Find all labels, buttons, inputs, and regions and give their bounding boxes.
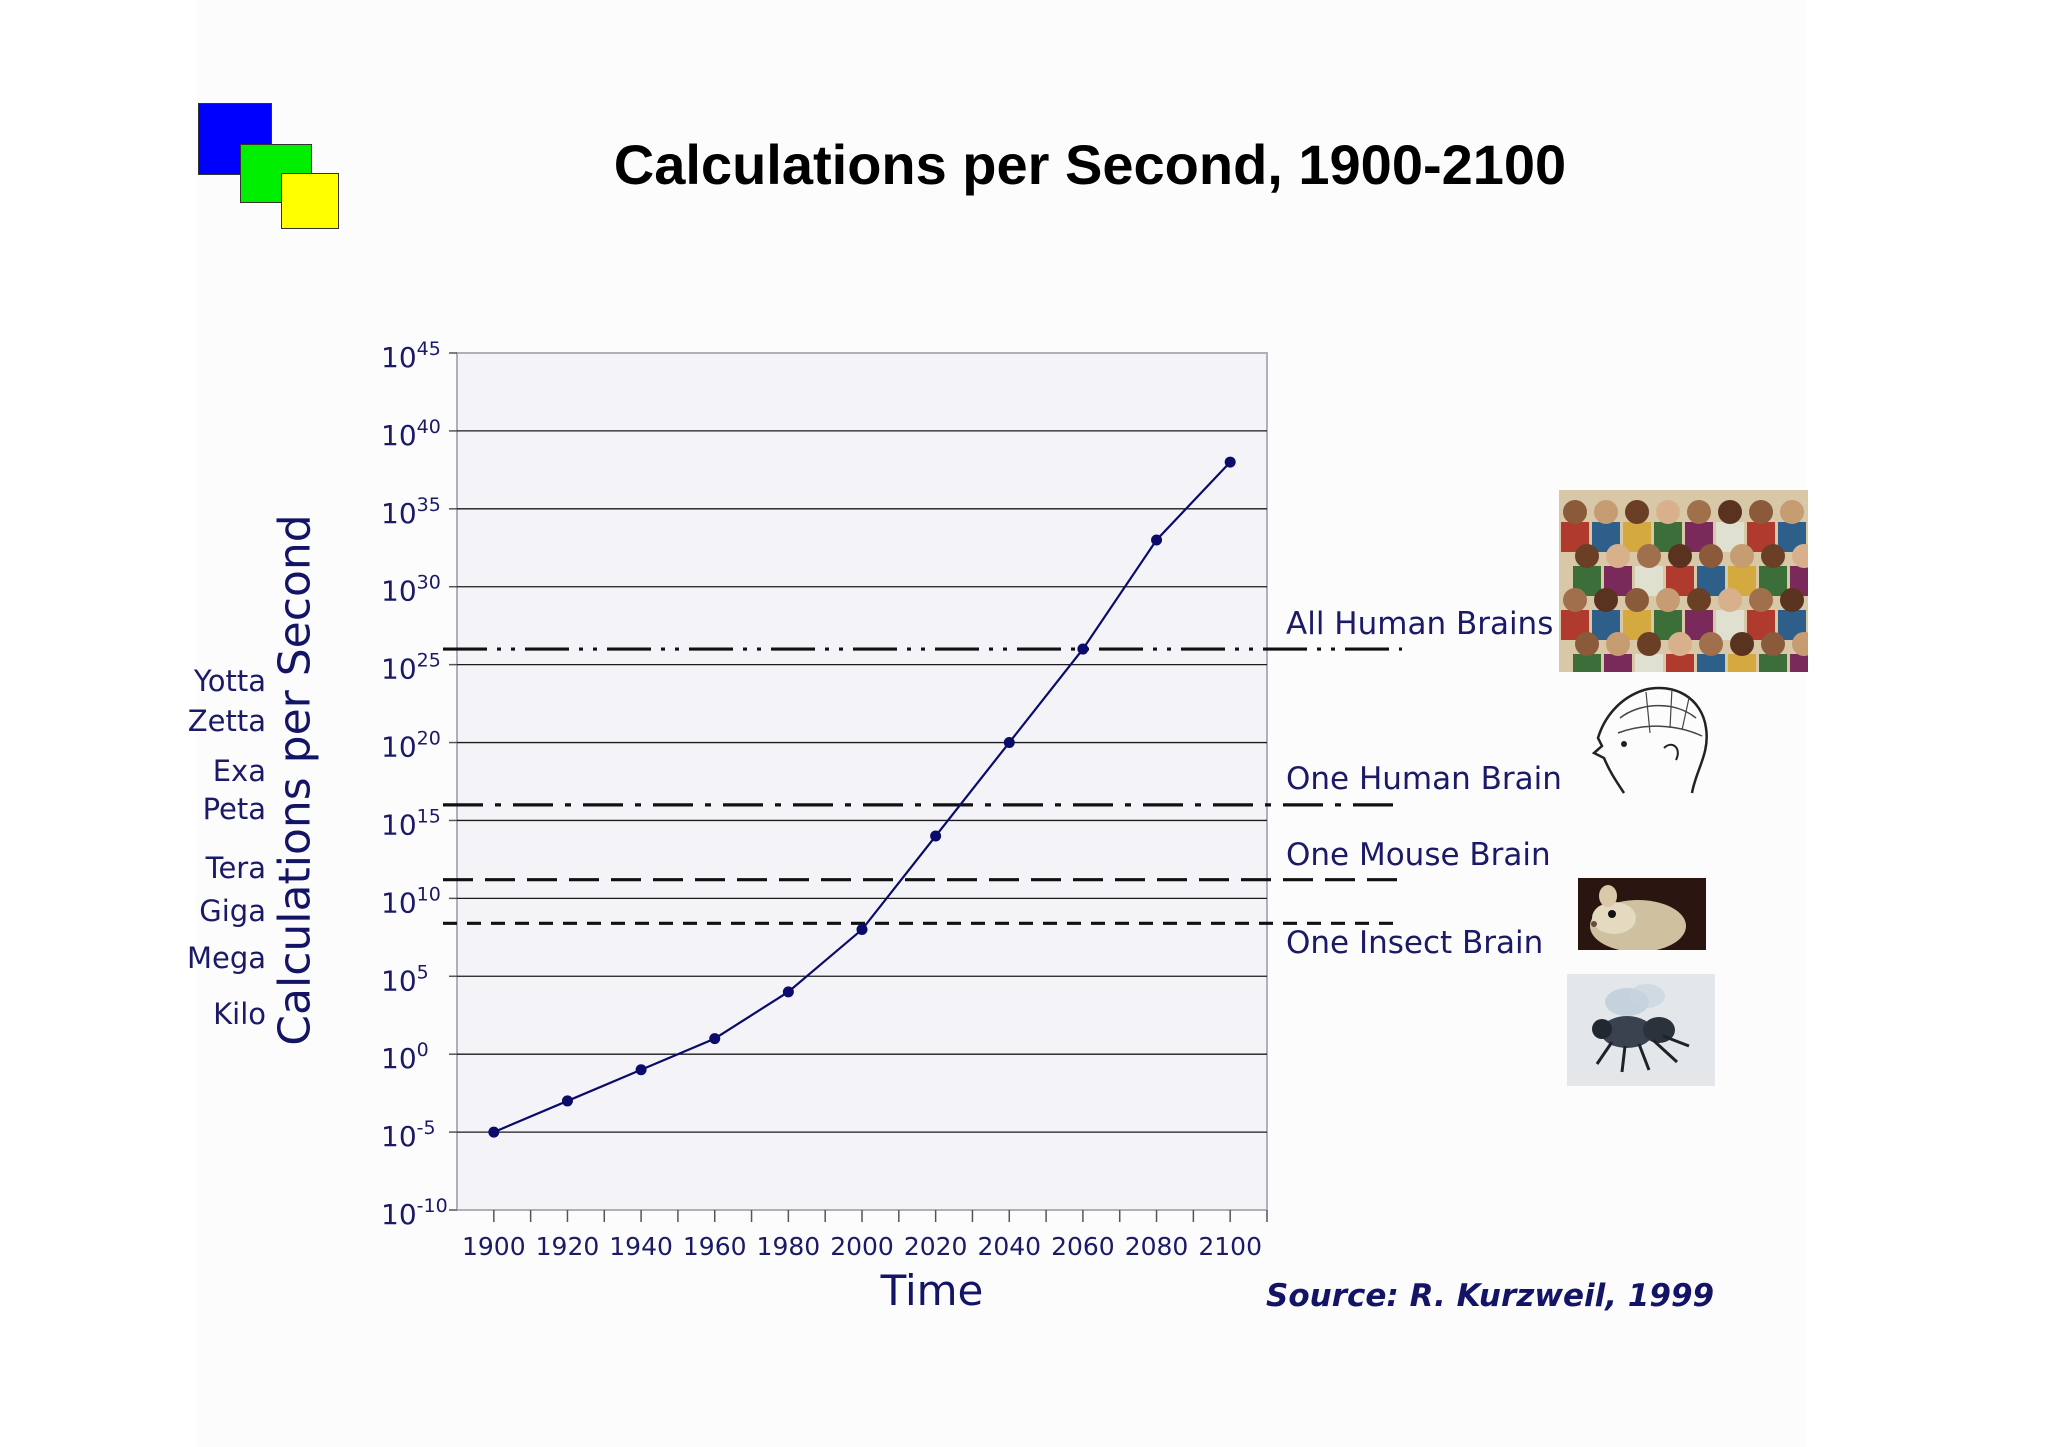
y-tick-label: 1010 — [381, 883, 441, 919]
data-point — [930, 830, 942, 842]
data-point — [1224, 456, 1236, 468]
mouse-photo-icon — [1578, 878, 1706, 950]
x-tick-label: 2040 — [977, 1232, 1041, 1261]
data-point — [782, 986, 794, 998]
x-tick-label: 2000 — [830, 1232, 894, 1261]
page-title: Calculations per Second, 1900-2100 — [613, 133, 1567, 196]
fly-photo-icon — [1567, 974, 1715, 1086]
data-point — [1003, 737, 1015, 749]
data-point — [1077, 643, 1089, 655]
crowd-illustration-icon — [1559, 490, 1808, 672]
y-tick-label: 105 — [381, 961, 429, 997]
ref-label-all-human-brains: All Human Brains — [1286, 606, 1554, 642]
x-tick-label: 2080 — [1125, 1232, 1189, 1261]
prefix-kilo: Kilo — [213, 997, 266, 1031]
prefix-peta: Peta — [202, 792, 266, 826]
prefix-giga: Giga — [199, 894, 266, 928]
x-axis-title: Time — [880, 1266, 984, 1315]
data-point — [561, 1095, 573, 1107]
prefix-exa: Exa — [212, 754, 266, 788]
x-tick-label: 1980 — [757, 1232, 821, 1261]
y-tick-label: 1045 — [381, 338, 441, 374]
ref-label-one-mouse-brain: One Mouse Brain — [1286, 837, 1551, 873]
prefix-tera: Tera — [205, 851, 266, 885]
x-tick-label: 1900 — [462, 1232, 526, 1261]
plot-area — [456, 352, 1268, 1211]
x-tick-label: 2020 — [904, 1232, 968, 1261]
y-tick-label: 1015 — [381, 805, 441, 841]
ref-label-one-human-brain: One Human Brain — [1286, 761, 1562, 797]
prefix-mega: Mega — [186, 941, 266, 975]
crowd-faces — [1561, 500, 1808, 672]
y-tick-label: 1030 — [381, 572, 441, 608]
y-tick-label: 1040 — [381, 416, 441, 452]
source-citation: Source: R. Kurzweil, 1999 — [1266, 1278, 1715, 1314]
y-tick-label: 1025 — [381, 650, 441, 686]
data-point — [488, 1126, 500, 1138]
x-tick-label: 2060 — [1051, 1232, 1115, 1261]
y-tick-label: 1020 — [381, 728, 441, 764]
x-tick-label: 1920 — [536, 1232, 600, 1261]
prefix-zetta: Zetta — [187, 704, 266, 738]
logo-square-yellow — [281, 173, 339, 229]
data-point — [856, 924, 868, 936]
data-point — [1151, 534, 1163, 546]
phrenology-head-icon — [1584, 678, 1714, 803]
y-tick-label: 10-5 — [381, 1117, 436, 1153]
y-tick-label: 100 — [381, 1039, 429, 1075]
y-axis-title: Calculations per Second — [269, 514, 321, 1046]
x-tick-label: 1940 — [609, 1232, 673, 1261]
prefix-yotta: Yotta — [193, 664, 266, 698]
x-tick-label: 2100 — [1198, 1232, 1262, 1261]
y-tick-label: 10-10 — [381, 1195, 448, 1231]
x-tick-label: 1960 — [683, 1232, 747, 1261]
y-tick-label: 1035 — [381, 494, 441, 530]
ref-label-one-insect-brain: One Insect Brain — [1286, 925, 1544, 961]
data-point — [709, 1033, 721, 1045]
data-point — [635, 1064, 647, 1076]
